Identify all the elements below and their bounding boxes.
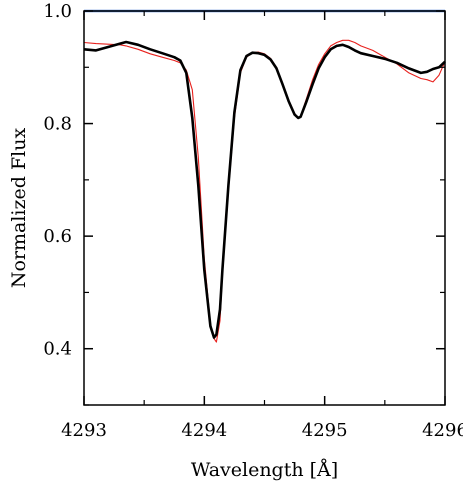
x-tick-label: 4295 [302, 420, 348, 441]
series-line-1 [83, 40, 446, 339]
y-tick-label: 1.0 [43, 1, 72, 22]
y-tick-label: 0.6 [43, 226, 72, 247]
labels-layer: 4293 4294 4295 4296 1.0 0.8 0.6 0.4 [43, 1, 463, 441]
ticks-layer [83, 10, 446, 406]
x-tick-label: 4293 [61, 420, 107, 441]
y-tick-label: 0.8 [43, 114, 72, 135]
plot-frame [83, 10, 446, 406]
x-tick-label: 4296 [422, 420, 463, 441]
x-axis-title: Wavelength [Å] [191, 459, 338, 481]
series-layer [83, 9, 446, 343]
y-tick-label: 0.4 [43, 339, 72, 360]
x-tick-label: 4294 [181, 420, 227, 441]
series-line-2 [83, 39, 446, 343]
y-axis-title: Normalized Flux [8, 128, 30, 289]
